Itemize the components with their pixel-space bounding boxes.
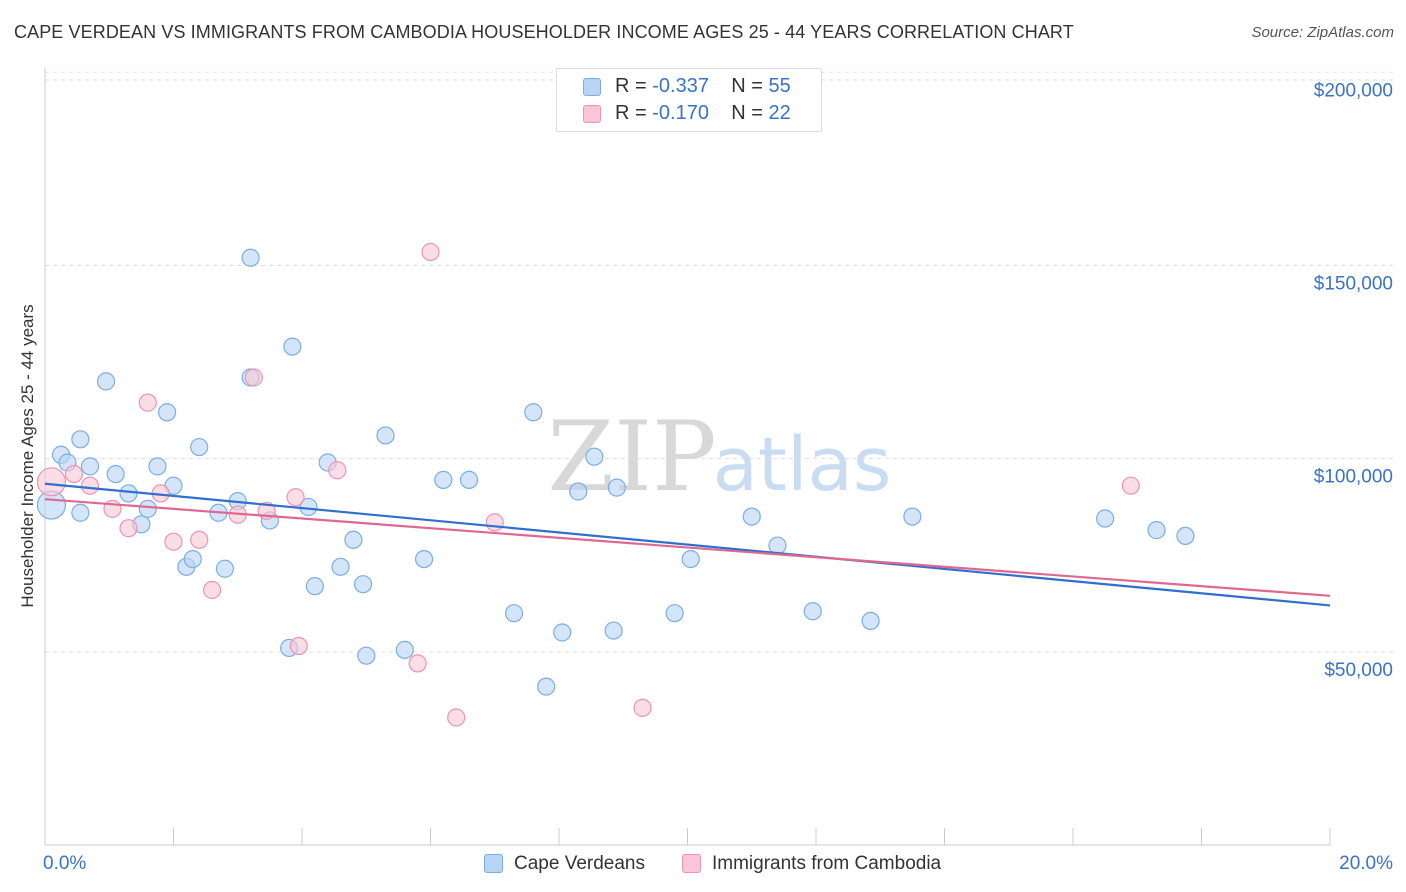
cape-verdean-point	[283, 337, 302, 356]
cambodia-point	[633, 698, 652, 717]
legend-r-label: R =	[615, 102, 653, 124]
cape-verdean-point	[138, 499, 157, 518]
cambodia-point	[202, 580, 222, 600]
legend-n-value: 22	[768, 102, 791, 124]
cape-verdean-point	[71, 430, 90, 449]
cape-verdean-trendline	[44, 482, 1331, 607]
cape-verdean-point	[331, 557, 350, 576]
legend-r-value: -0.337	[652, 75, 709, 97]
legend-swatch-blue	[583, 78, 601, 96]
cambodia-point	[64, 464, 84, 484]
watermark-atlas: atlas	[713, 422, 892, 508]
cape-verdean-point	[903, 507, 922, 526]
cambodia-point	[1121, 476, 1140, 495]
legend-n-label: N =	[731, 102, 769, 124]
cape-verdean-point	[305, 577, 324, 596]
cambodia-point	[485, 513, 504, 532]
x-tick-label: 20.0%	[1339, 853, 1393, 874]
cape-verdean-point	[215, 559, 234, 578]
cape-verdean-point	[861, 611, 880, 631]
legend-n-label: N =	[731, 75, 769, 97]
y-tick-label: $200,000	[1314, 80, 1393, 101]
y-tick-label: $100,000	[1314, 467, 1393, 488]
cambodia-point	[164, 532, 183, 551]
cape-verdean-point	[395, 640, 414, 659]
cape-verdean-point	[681, 549, 700, 569]
cape-verdean-point	[1176, 526, 1195, 546]
cambodia-point	[244, 368, 263, 387]
cape-verdean-point	[537, 677, 556, 696]
cape-verdean-point	[344, 530, 363, 549]
cape-verdean-point	[357, 646, 376, 665]
cambodia-point	[36, 467, 67, 497]
legend-r-label: R =	[615, 75, 653, 97]
series-swatch-blue	[484, 854, 503, 873]
cape-verdean-point	[585, 447, 604, 466]
cape-verdean-point	[459, 470, 479, 489]
cape-verdean-point	[553, 623, 572, 642]
series-legend-label: Immigrants from Cambodia	[712, 853, 942, 874]
cape-verdean-point	[106, 464, 125, 484]
cambodia-point	[119, 519, 138, 538]
cape-verdean-point	[665, 604, 684, 623]
cape-verdean-point	[96, 372, 116, 391]
cambodia-trendline	[44, 498, 1331, 597]
cape-verdean-point	[190, 437, 209, 457]
cape-verdean-point	[80, 457, 100, 476]
cape-verdean-point	[803, 602, 822, 621]
legend-n-value: 55	[768, 75, 791, 97]
cambodia-point	[80, 476, 100, 495]
cape-verdean-point	[119, 484, 138, 503]
cape-verdean-point	[157, 403, 177, 422]
cambodia-point	[190, 530, 209, 549]
source-label: Source: ZipAtlas.com	[1251, 24, 1394, 41]
cambodia-point	[421, 242, 440, 262]
cape-verdean-point	[524, 403, 543, 422]
chart-title: CAPE VERDEAN VS IMMIGRANTS FROM CAMBODIA…	[14, 22, 1074, 42]
cambodia-point	[289, 636, 308, 656]
cape-verdean-point	[148, 457, 167, 476]
cambodia-point	[328, 461, 347, 480]
cape-verdean-point	[414, 549, 434, 569]
cambodia-point	[138, 393, 157, 412]
cambodia-point	[286, 488, 305, 507]
x-tick-label: 0.0%	[43, 853, 86, 874]
cape-verdean-point	[434, 470, 453, 489]
series-swatch-pink	[682, 854, 701, 873]
cambodia-point	[447, 708, 466, 727]
cape-verdean-point	[504, 604, 524, 623]
series-legend-label: Cape Verdeans	[514, 853, 645, 874]
cape-verdean-point	[604, 621, 623, 640]
y-tick-label: $150,000	[1314, 273, 1393, 294]
cambodia-point	[408, 654, 427, 673]
cape-verdean-point	[71, 503, 90, 522]
legend-swatch-pink	[583, 105, 601, 123]
cape-verdean-point	[353, 575, 373, 594]
cape-verdean-point	[183, 549, 202, 569]
cape-verdean-point	[742, 507, 761, 526]
cape-verdean-point	[1096, 509, 1115, 528]
legend-r-value: -0.170	[652, 102, 709, 124]
series-legend: Cape Verdeans Immigrants from Cambodia	[0, 852, 1406, 878]
correlation-legend: R = -0.337 N = 55 R = -0.170 N = 22	[556, 68, 822, 132]
cape-verdean-point	[241, 248, 260, 267]
cape-verdean-point	[1147, 521, 1166, 540]
cape-verdean-point	[607, 478, 626, 497]
cape-verdean-point	[569, 482, 588, 501]
y-tick-label: $50,000	[1324, 660, 1393, 681]
cape-verdean-point	[376, 426, 395, 445]
